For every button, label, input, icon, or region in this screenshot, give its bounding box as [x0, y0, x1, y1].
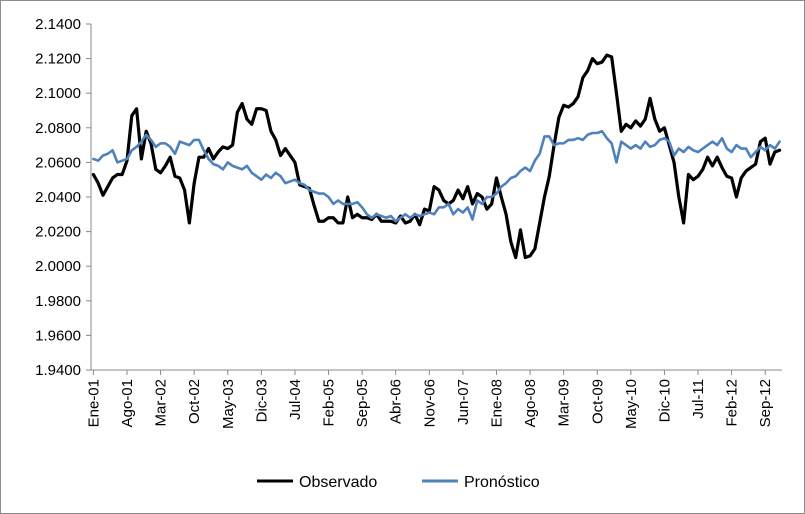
y-tick-label: 2.1200 — [35, 51, 81, 68]
x-tick-label: Jun-07 — [455, 379, 472, 425]
x-tick-label: Ene-01 — [85, 379, 102, 427]
legend-label-observado: Observado — [299, 474, 377, 491]
x-tick-label: Sep-12 — [757, 379, 774, 427]
x-tick-label: Abr-06 — [388, 379, 405, 424]
x-tick-label: Feb-12 — [724, 379, 741, 427]
x-tick-label: Oct-09 — [589, 379, 606, 424]
series-layer — [91, 53, 782, 260]
x-tick-label: Mar-09 — [556, 379, 573, 427]
x-tick-label: May-03 — [220, 379, 237, 429]
x-tick-label: Dic-10 — [656, 379, 673, 422]
legend-item-observado: Observado — [257, 474, 377, 491]
y-tick-label: 2.0800 — [35, 120, 81, 137]
legend-item-pronostico: Pronóstico — [422, 474, 540, 491]
x-tick-label: May-10 — [623, 379, 640, 429]
x-tick-label: Sep-05 — [354, 379, 371, 427]
plot-area: 2.1400 2.1200 2.1000 2.0800 2.0600 2.0400 2.02… — [35, 16, 782, 429]
y-tick-label: 2.0400 — [35, 189, 81, 206]
x-tick-label: Jul-04 — [287, 379, 304, 420]
y-tick-label: 1.9400 — [35, 362, 81, 379]
y-tick-label: 1.9600 — [35, 327, 81, 344]
legend: Observado Pronóstico — [257, 474, 540, 491]
x-tick-label: Ene-08 — [488, 379, 505, 427]
x-tick-label: Ago-08 — [522, 379, 539, 427]
x-axis-ticks: Ene-01 Ago-01 Mar-02 Oct-02 May-03 Dic-03 Jul-… — [85, 370, 774, 429]
x-tick-label: Nov-06 — [421, 379, 438, 427]
x-tick-label: Jul-11 — [690, 379, 707, 419]
y-tick-label: 1.9800 — [35, 293, 81, 310]
y-tick-label: 2.0000 — [35, 258, 81, 275]
x-tick-label: Mar-02 — [153, 379, 170, 427]
x-tick-label: Ago-01 — [119, 379, 136, 427]
y-tick-label: 2.0600 — [35, 154, 81, 171]
legend-label-pronostico: Pronóstico — [464, 474, 540, 491]
series-line-pronostico — [92, 129, 781, 223]
y-tick-label: 2.1000 — [35, 85, 81, 102]
series-line-observado — [91, 53, 782, 260]
x-tick-label: Feb-05 — [321, 379, 338, 427]
x-tick-label: Oct-02 — [186, 379, 203, 424]
x-tick-label: Dic-03 — [253, 379, 270, 422]
y-tick-label: 2.0200 — [35, 224, 81, 241]
y-axis-ticks: 2.1400 2.1200 2.1000 2.0800 2.0600 2.0400 2.02… — [35, 16, 91, 379]
y-tick-label: 2.1400 — [35, 16, 81, 33]
